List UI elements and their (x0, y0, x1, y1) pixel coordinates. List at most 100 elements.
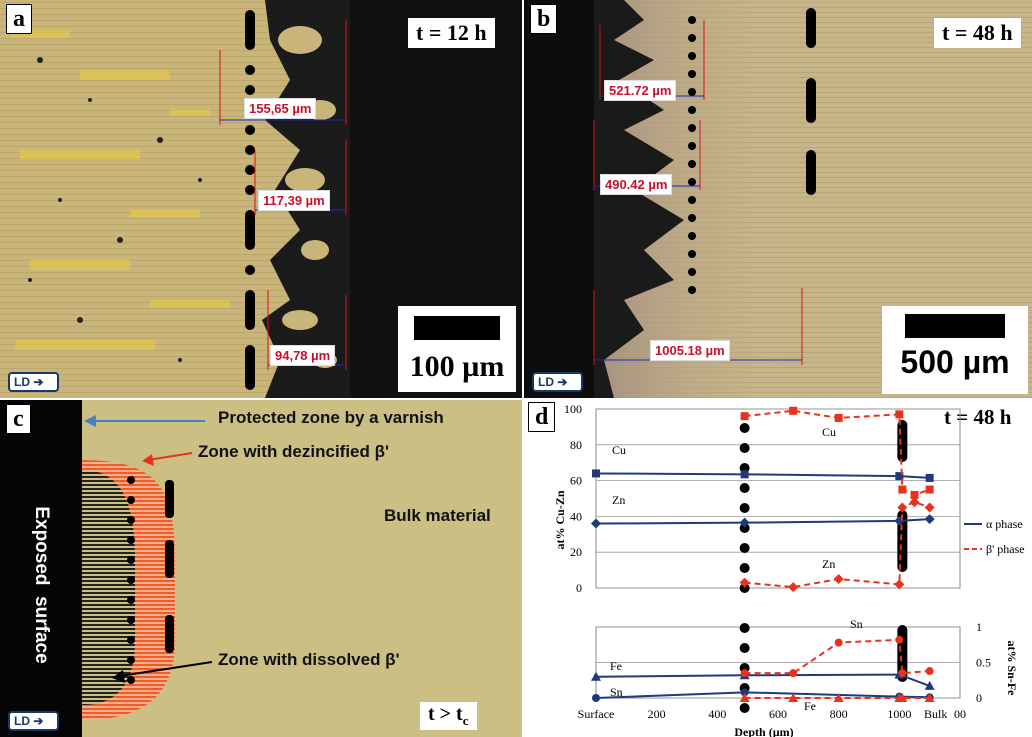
marker-dot (739, 443, 750, 453)
arrow-right-icon: ➔ (557, 375, 568, 389)
bulk-material-label: Bulk material (384, 506, 491, 525)
point-diamond (894, 579, 905, 590)
point-diamond (909, 497, 920, 508)
y-tick-top: 80 (570, 438, 582, 452)
point-square (898, 485, 907, 494)
panel-a-measure-1: 155,65 µm (244, 98, 317, 119)
series-label: Zn (612, 493, 625, 507)
dissolved-zone-label: Zone with dissolved β' (218, 650, 400, 669)
series-line-sn (744, 638, 930, 675)
point-circle (740, 669, 749, 678)
point-diamond (833, 574, 844, 585)
series-label: Cu (612, 443, 626, 457)
panel-a-scale-bar: 100 µm (398, 306, 516, 392)
series-label: Cu (822, 425, 836, 439)
marker-dot (739, 523, 750, 533)
point-square (910, 490, 919, 499)
marker-dot (739, 623, 750, 633)
point-circle (925, 667, 934, 676)
panel-b-ld-badge: LD ➔ (532, 372, 584, 392)
panel-c-schematic: c Exposed surface Protected zone by a va… (0, 400, 522, 737)
marker-dot (739, 483, 750, 493)
y-tick-bottom: 0 (976, 691, 982, 705)
y-tick-top: 20 (570, 545, 582, 559)
panel-a-micrograph: a t = 12 h 155,65 µm 117,39 µm 94,78 µm … (0, 0, 522, 398)
point-square (834, 413, 843, 422)
point-diamond (894, 515, 905, 526)
series-label: Sn (610, 685, 623, 699)
arrow-right-icon: ➔ (33, 714, 44, 728)
point-triangle (833, 693, 844, 702)
panel-b-micrograph: b t = 48 h 521.72 µm 490.42 µm 1005.18 µ… (524, 0, 1032, 398)
marker-dot (739, 703, 750, 713)
x-tick: 600 (769, 707, 787, 721)
series-label: Fe (610, 659, 622, 673)
arrow-right-icon: ➔ (33, 375, 44, 389)
point-triangle (739, 693, 750, 702)
panel-b-measure-3: 1005.18 µm (650, 340, 730, 361)
series-label: Zn (822, 557, 835, 571)
series-line-zn (595, 518, 930, 525)
point-square (925, 485, 934, 494)
chart-ylabel-bottom: at% Sn-Fe (1005, 641, 1019, 697)
chart-legend: α phase β' phase (964, 517, 1025, 556)
panel-c-letter: c (6, 404, 31, 434)
panel-a-measure-3: 94,78 µm (270, 345, 336, 366)
x-tick: 00 (954, 707, 966, 721)
x-tick: 1000 (887, 707, 911, 721)
panel-a-measure-2: 117,39 µm (258, 190, 330, 211)
marker-dot (739, 543, 750, 553)
panel-b-letter: b (530, 4, 558, 34)
panel-d-letter: d (528, 402, 556, 432)
point-square (925, 473, 934, 482)
point-square (895, 410, 904, 419)
panel-b-time-label: t = 48 h (934, 18, 1021, 48)
panel-a-ld-badge: LD ➔ (8, 372, 60, 392)
chart-xlabel: Depth (µm) (734, 725, 793, 737)
point-diamond (897, 502, 908, 513)
point-triangle (897, 693, 908, 702)
marker-dot (739, 423, 750, 433)
panel-c-time-label: t > tc (420, 702, 477, 730)
x-tick: 800 (830, 707, 848, 721)
schematic-c-drawing (0, 400, 213, 737)
panel-b-measure-1: 521.72 µm (604, 80, 677, 101)
panel-c-ld-badge: LD ➔ (8, 711, 60, 731)
composition-chart: t = 48 h at% Cu-Zn at% Sn-Fe Depth (µm) … (553, 402, 1025, 737)
point-diamond (591, 518, 601, 529)
y-tick-top: 60 (570, 474, 582, 488)
legend-alpha-label: α phase (986, 517, 1023, 531)
marker-dot (739, 563, 750, 573)
y-tick-top: 0 (576, 581, 582, 595)
point-circle (789, 669, 798, 678)
panel-a-letter: a (6, 4, 32, 34)
point-diamond (788, 582, 799, 593)
chart-series-labels: Cu Zn Cu Zn Sn Fe Sn Fe (610, 425, 863, 713)
series-line-sn (595, 691, 930, 699)
panel-b-scale-label: 500 µm (900, 344, 1010, 380)
point-diamond (739, 577, 750, 588)
y-tick-bottom: 1 (976, 620, 982, 634)
point-triangle (591, 671, 601, 681)
point-circle (898, 669, 907, 678)
point-square (895, 472, 904, 481)
marker-dot (739, 583, 750, 593)
marker-dot (739, 503, 750, 513)
marker-dot (739, 643, 750, 653)
point-circle (895, 635, 904, 644)
point-square (592, 469, 600, 478)
series-label: Sn (850, 617, 863, 631)
point-square (740, 470, 749, 479)
marker-dash (897, 420, 908, 462)
panel-d-chart: d t = 48 h at% Cu-Zn at% Sn-Fe Depth (µm… (524, 400, 1032, 737)
panel-b-scale-bar: 500 µm (882, 306, 1028, 394)
y-tick-top: 40 (570, 509, 582, 523)
exposed-surface-label: Exposed surface (31, 506, 52, 664)
dezincified-zone-label: Zone with dezincified β' (198, 442, 390, 461)
legend-beta-label: β' phase (986, 542, 1025, 556)
series-line-fe (595, 673, 931, 687)
series-line-cu (595, 472, 930, 479)
point-circle (740, 688, 749, 697)
point-diamond (739, 517, 750, 528)
